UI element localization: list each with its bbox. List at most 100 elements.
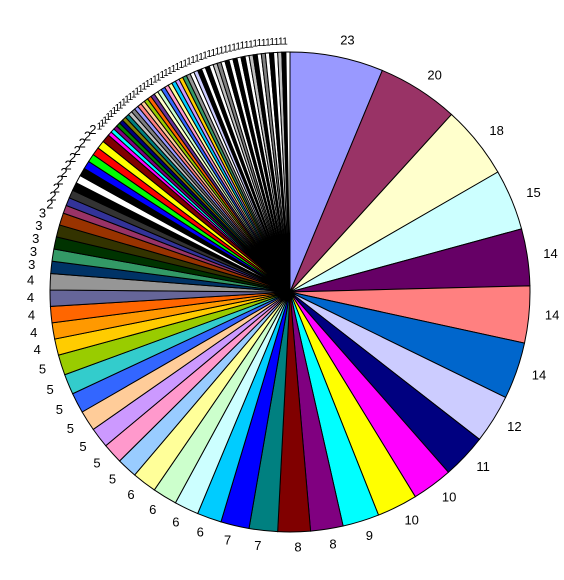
slice-label-75: 1 [186,57,192,68]
slice-label-58: 1 [124,95,130,106]
slice-label-6: 14 [545,308,559,323]
slice-label-63: 1 [141,82,147,93]
slice-label-61: 1 [134,87,140,98]
slice-label-5: 14 [543,246,557,261]
slices-layer [49,51,531,533]
slice-label-89: 1 [244,40,250,51]
slice-label-7: 14 [532,368,546,383]
slice-label-25: 5 [56,402,63,417]
slice-label-44: 2 [69,150,76,165]
slice-label-98: 1 [282,37,288,48]
slice-label-66: 1 [152,75,158,86]
slice-label-85: 1 [227,43,233,54]
slice-label-41: 2 [56,173,63,188]
slice-label-93: 1 [261,38,267,49]
slice-label-94: 1 [265,37,271,48]
slice-label-92: 1 [257,38,263,49]
slice-label-73: 1 [178,60,184,71]
slice-label-9: 11 [476,459,490,474]
slice-label-8: 12 [507,419,521,434]
slice-label-38: 2 [46,197,53,212]
slice-label-95: 1 [269,37,275,48]
slice-label-84: 1 [223,44,229,55]
slice-label-74: 1 [182,58,188,69]
slice-label-33: 3 [28,257,35,272]
slice-label-91: 1 [252,39,258,50]
slice-label-27: 5 [39,361,46,376]
slice-label-47: 2 [84,129,91,144]
slice-label-83: 1 [219,45,225,56]
slice-label-37: 3 [39,206,46,221]
slice-label-49: 1 [97,122,103,133]
slice-label-45: 2 [74,143,81,158]
slice-label-23: 5 [79,439,86,454]
slice-label-21: 5 [109,471,116,486]
slice-label-78: 1 [198,52,204,63]
slice-label-62: 1 [138,84,144,95]
slice-label-64: 1 [145,79,151,90]
slice-label-40: 2 [53,181,60,196]
labels-layer: 2320181514141412111010988776666555555544… [27,32,559,554]
slice-label-16: 7 [224,533,231,548]
slice-label-11: 10 [404,512,418,527]
slice-label-17: 6 [197,524,204,539]
slice-label-57: 1 [121,97,127,108]
slice-label-19: 6 [149,502,156,517]
slice-label-80: 1 [206,49,212,60]
slice-label-81: 1 [210,48,216,59]
slice-label-26: 5 [46,382,53,397]
slice-label-30: 4 [28,308,35,323]
slice-label-20: 6 [127,487,134,502]
slice-label-46: 2 [79,136,86,151]
slice-label-65: 1 [148,77,154,88]
slice-label-43: 2 [65,157,72,172]
slice-label-59: 1 [128,92,134,103]
slice-label-13: 8 [329,536,336,551]
slice-label-70: 1 [167,66,173,77]
slice-label-31: 4 [27,290,34,305]
slice-label-88: 1 [240,41,246,52]
slice-label-68: 1 [159,70,165,81]
slice-label-90: 1 [248,39,254,50]
slice-label-53: 1 [108,109,114,120]
slice-label-32: 4 [27,272,34,287]
slice-label-18: 6 [172,514,179,529]
slice-label-1: 23 [340,32,354,47]
slice-label-67: 1 [156,72,162,83]
slice-label-2: 20 [427,67,441,82]
slice-label-56: 1 [118,100,124,111]
slice-label-86: 1 [231,42,237,53]
slice-label-48: 2 [89,122,96,137]
slice-label-60: 1 [131,89,137,100]
slice-label-10: 10 [442,490,456,505]
slice-label-12: 9 [366,528,373,543]
slice-label-50: 1 [100,118,106,129]
slice-label-54: 1 [111,106,117,117]
slice-label-87: 1 [235,42,241,53]
slice-label-77: 1 [194,53,200,64]
slice-label-55: 1 [115,103,121,114]
slice-label-24: 5 [67,421,74,436]
slice-label-35: 3 [32,231,39,246]
slice-label-22: 5 [93,456,100,471]
slice-label-34: 3 [30,244,37,259]
slice-label-42: 2 [60,165,67,180]
slice-label-3: 18 [489,123,503,138]
slice-label-51: 1 [102,115,108,126]
slice-label-14: 8 [294,539,301,554]
pie-slice-98 [285,51,291,293]
slice-label-39: 2 [49,188,56,203]
slice-label-69: 1 [163,68,169,79]
slice-label-71: 1 [171,64,177,75]
slice-label-82: 1 [215,47,221,58]
slice-label-79: 1 [202,51,208,62]
slice-label-72: 1 [175,62,181,73]
slice-label-28: 4 [34,342,41,357]
slice-label-52: 1 [105,112,111,123]
slice-label-36: 3 [35,218,42,233]
slice-label-96: 1 [274,37,280,48]
slice-label-76: 1 [190,55,196,66]
slice-label-15: 7 [254,538,261,553]
